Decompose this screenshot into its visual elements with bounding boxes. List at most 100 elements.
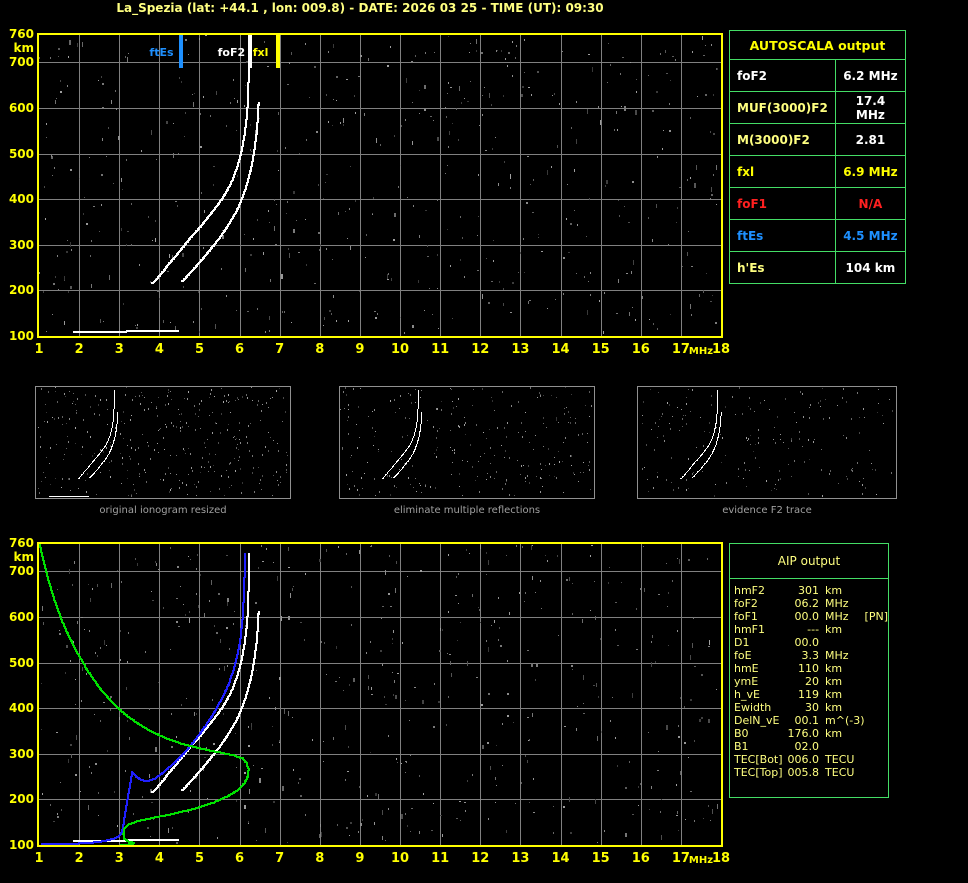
data-point <box>243 136 245 138</box>
data-point <box>79 477 80 478</box>
data-point <box>93 461 94 462</box>
data-point <box>682 476 683 477</box>
data-point <box>716 422 717 423</box>
noise-pixel <box>128 495 129 496</box>
data-point <box>248 70 250 72</box>
grid-line-vertical <box>119 544 120 845</box>
noise-pixel <box>615 629 616 631</box>
thumbnail-image-2[interactable] <box>339 386 595 499</box>
noise-pixel <box>542 486 543 487</box>
data-point <box>227 733 229 735</box>
data-point <box>397 461 398 462</box>
noise-pixel <box>686 423 687 425</box>
data-point <box>236 719 238 721</box>
data-point <box>164 778 166 780</box>
data-point <box>167 768 169 770</box>
noise-pixel <box>370 641 371 643</box>
data-point <box>123 818 125 820</box>
noise-pixel <box>46 137 47 138</box>
noise-pixel <box>106 447 107 449</box>
data-point <box>218 711 220 713</box>
noise-pixel <box>229 648 230 650</box>
noise-pixel <box>419 235 420 238</box>
data-point <box>242 654 244 656</box>
data-point <box>117 417 118 418</box>
noise-pixel <box>678 830 679 831</box>
data-point <box>254 651 256 653</box>
data-point <box>159 275 161 277</box>
noise-pixel <box>139 395 140 397</box>
data-point <box>256 640 258 642</box>
data-point <box>112 446 113 447</box>
data-point <box>229 184 231 186</box>
noise-pixel <box>226 295 227 297</box>
data-point <box>169 766 171 768</box>
noise-pixel <box>58 56 59 57</box>
x-axis-tick-label: 8 <box>315 342 325 357</box>
noise-pixel <box>185 453 186 454</box>
data-point <box>248 557 250 559</box>
noise-pixel <box>486 438 487 439</box>
data-point <box>114 437 115 438</box>
noise-pixel <box>780 434 781 435</box>
noise-pixel <box>525 755 526 757</box>
noise-pixel <box>489 429 490 430</box>
noise-pixel <box>576 728 577 731</box>
noise-pixel <box>531 545 533 546</box>
noise-pixel <box>288 567 290 568</box>
x-axis-unit: MHz <box>688 346 714 357</box>
data-point <box>400 457 401 458</box>
noise-pixel <box>46 331 47 332</box>
noise-pixel <box>520 252 521 254</box>
data-point <box>413 451 414 452</box>
data-point <box>256 635 258 637</box>
noise-pixel <box>142 796 143 798</box>
noise-pixel <box>353 678 355 682</box>
data-point <box>714 431 715 432</box>
noise-pixel <box>89 630 90 632</box>
noise-pixel <box>390 494 391 496</box>
noise-pixel <box>66 251 68 253</box>
data-point <box>717 438 718 439</box>
noise-pixel <box>242 396 243 398</box>
data-point <box>171 764 173 766</box>
noise-pixel <box>445 173 446 174</box>
noise-pixel <box>716 427 717 428</box>
data-point <box>254 141 256 143</box>
data-point <box>243 578 245 580</box>
noise-pixel <box>293 191 295 194</box>
data-point <box>209 250 211 252</box>
thumbnail-image-3[interactable] <box>637 386 897 499</box>
noise-pixel <box>482 294 483 299</box>
data-point <box>245 635 247 637</box>
noise-pixel <box>180 586 181 587</box>
data-point <box>128 791 130 793</box>
noise-pixel <box>688 458 689 460</box>
noise-pixel <box>148 216 149 218</box>
data-point <box>113 838 115 840</box>
noise-pixel <box>337 824 338 826</box>
noise-pixel <box>265 331 266 333</box>
data-point <box>195 775 197 777</box>
noise-pixel <box>625 833 627 837</box>
data-point <box>236 654 238 656</box>
data-point <box>247 86 249 88</box>
noise-pixel <box>571 465 572 466</box>
data-point <box>237 208 239 210</box>
data-point <box>224 739 226 741</box>
noise-pixel <box>458 603 459 604</box>
noise-pixel <box>262 404 263 405</box>
data-point <box>120 833 122 835</box>
x-axis-tick-label: 16 <box>631 342 650 357</box>
data-point <box>240 708 242 710</box>
thumbnail-image-1[interactable] <box>35 386 291 499</box>
data-point <box>220 700 222 702</box>
noise-pixel <box>201 400 202 402</box>
data-point <box>218 747 220 749</box>
data-point <box>243 581 245 583</box>
data-point <box>106 444 107 445</box>
data-point <box>234 682 236 684</box>
noise-pixel <box>169 254 170 258</box>
data-point <box>413 437 414 438</box>
noise-pixel <box>43 291 44 293</box>
